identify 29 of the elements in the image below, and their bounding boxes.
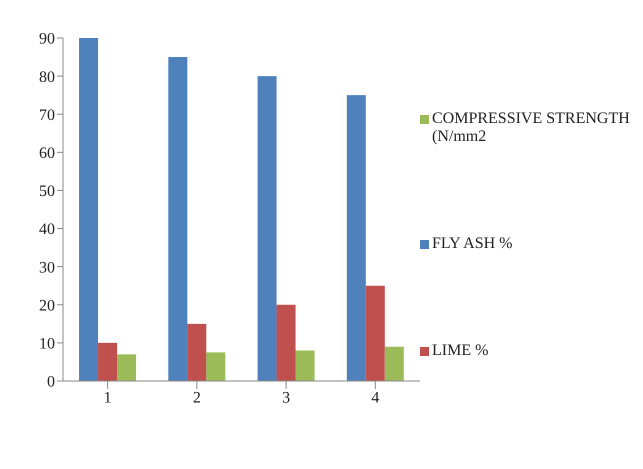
- bar: [79, 38, 98, 381]
- bar: [206, 352, 226, 381]
- bar: [384, 346, 404, 381]
- legend-label: COMPRESSIVE STRENGTH (N/mm2: [432, 110, 631, 146]
- y-tick-label: 70: [39, 106, 55, 124]
- y-tick-label: 80: [39, 68, 55, 86]
- y-tick-label: 20: [39, 297, 55, 314]
- legend-label: LIME %: [432, 342, 488, 360]
- y-tick-label: 10: [39, 336, 55, 353]
- x-tick-label: 1: [104, 389, 112, 406]
- legend-label: FLY ASH %: [432, 234, 512, 252]
- bar: [98, 342, 118, 381]
- y-tick-label: 50: [39, 183, 55, 200]
- y-tick-label: 0: [47, 374, 55, 391]
- bar: [366, 286, 385, 381]
- bar: [187, 324, 206, 381]
- bar: [117, 354, 136, 381]
- x-tick-label: 2: [192, 389, 201, 406]
- x-tick-label: 3: [282, 389, 290, 406]
- bar: [346, 95, 366, 381]
- y-tick-label: 40: [39, 221, 55, 238]
- x-tick-label: 4: [371, 389, 380, 406]
- bar: [296, 350, 315, 381]
- y-tick-label: 90: [39, 30, 55, 48]
- bar: [168, 57, 188, 381]
- bar: [258, 76, 277, 381]
- bar: [276, 304, 296, 381]
- y-tick-label: 30: [39, 259, 55, 276]
- y-tick-label: 60: [39, 145, 55, 162]
